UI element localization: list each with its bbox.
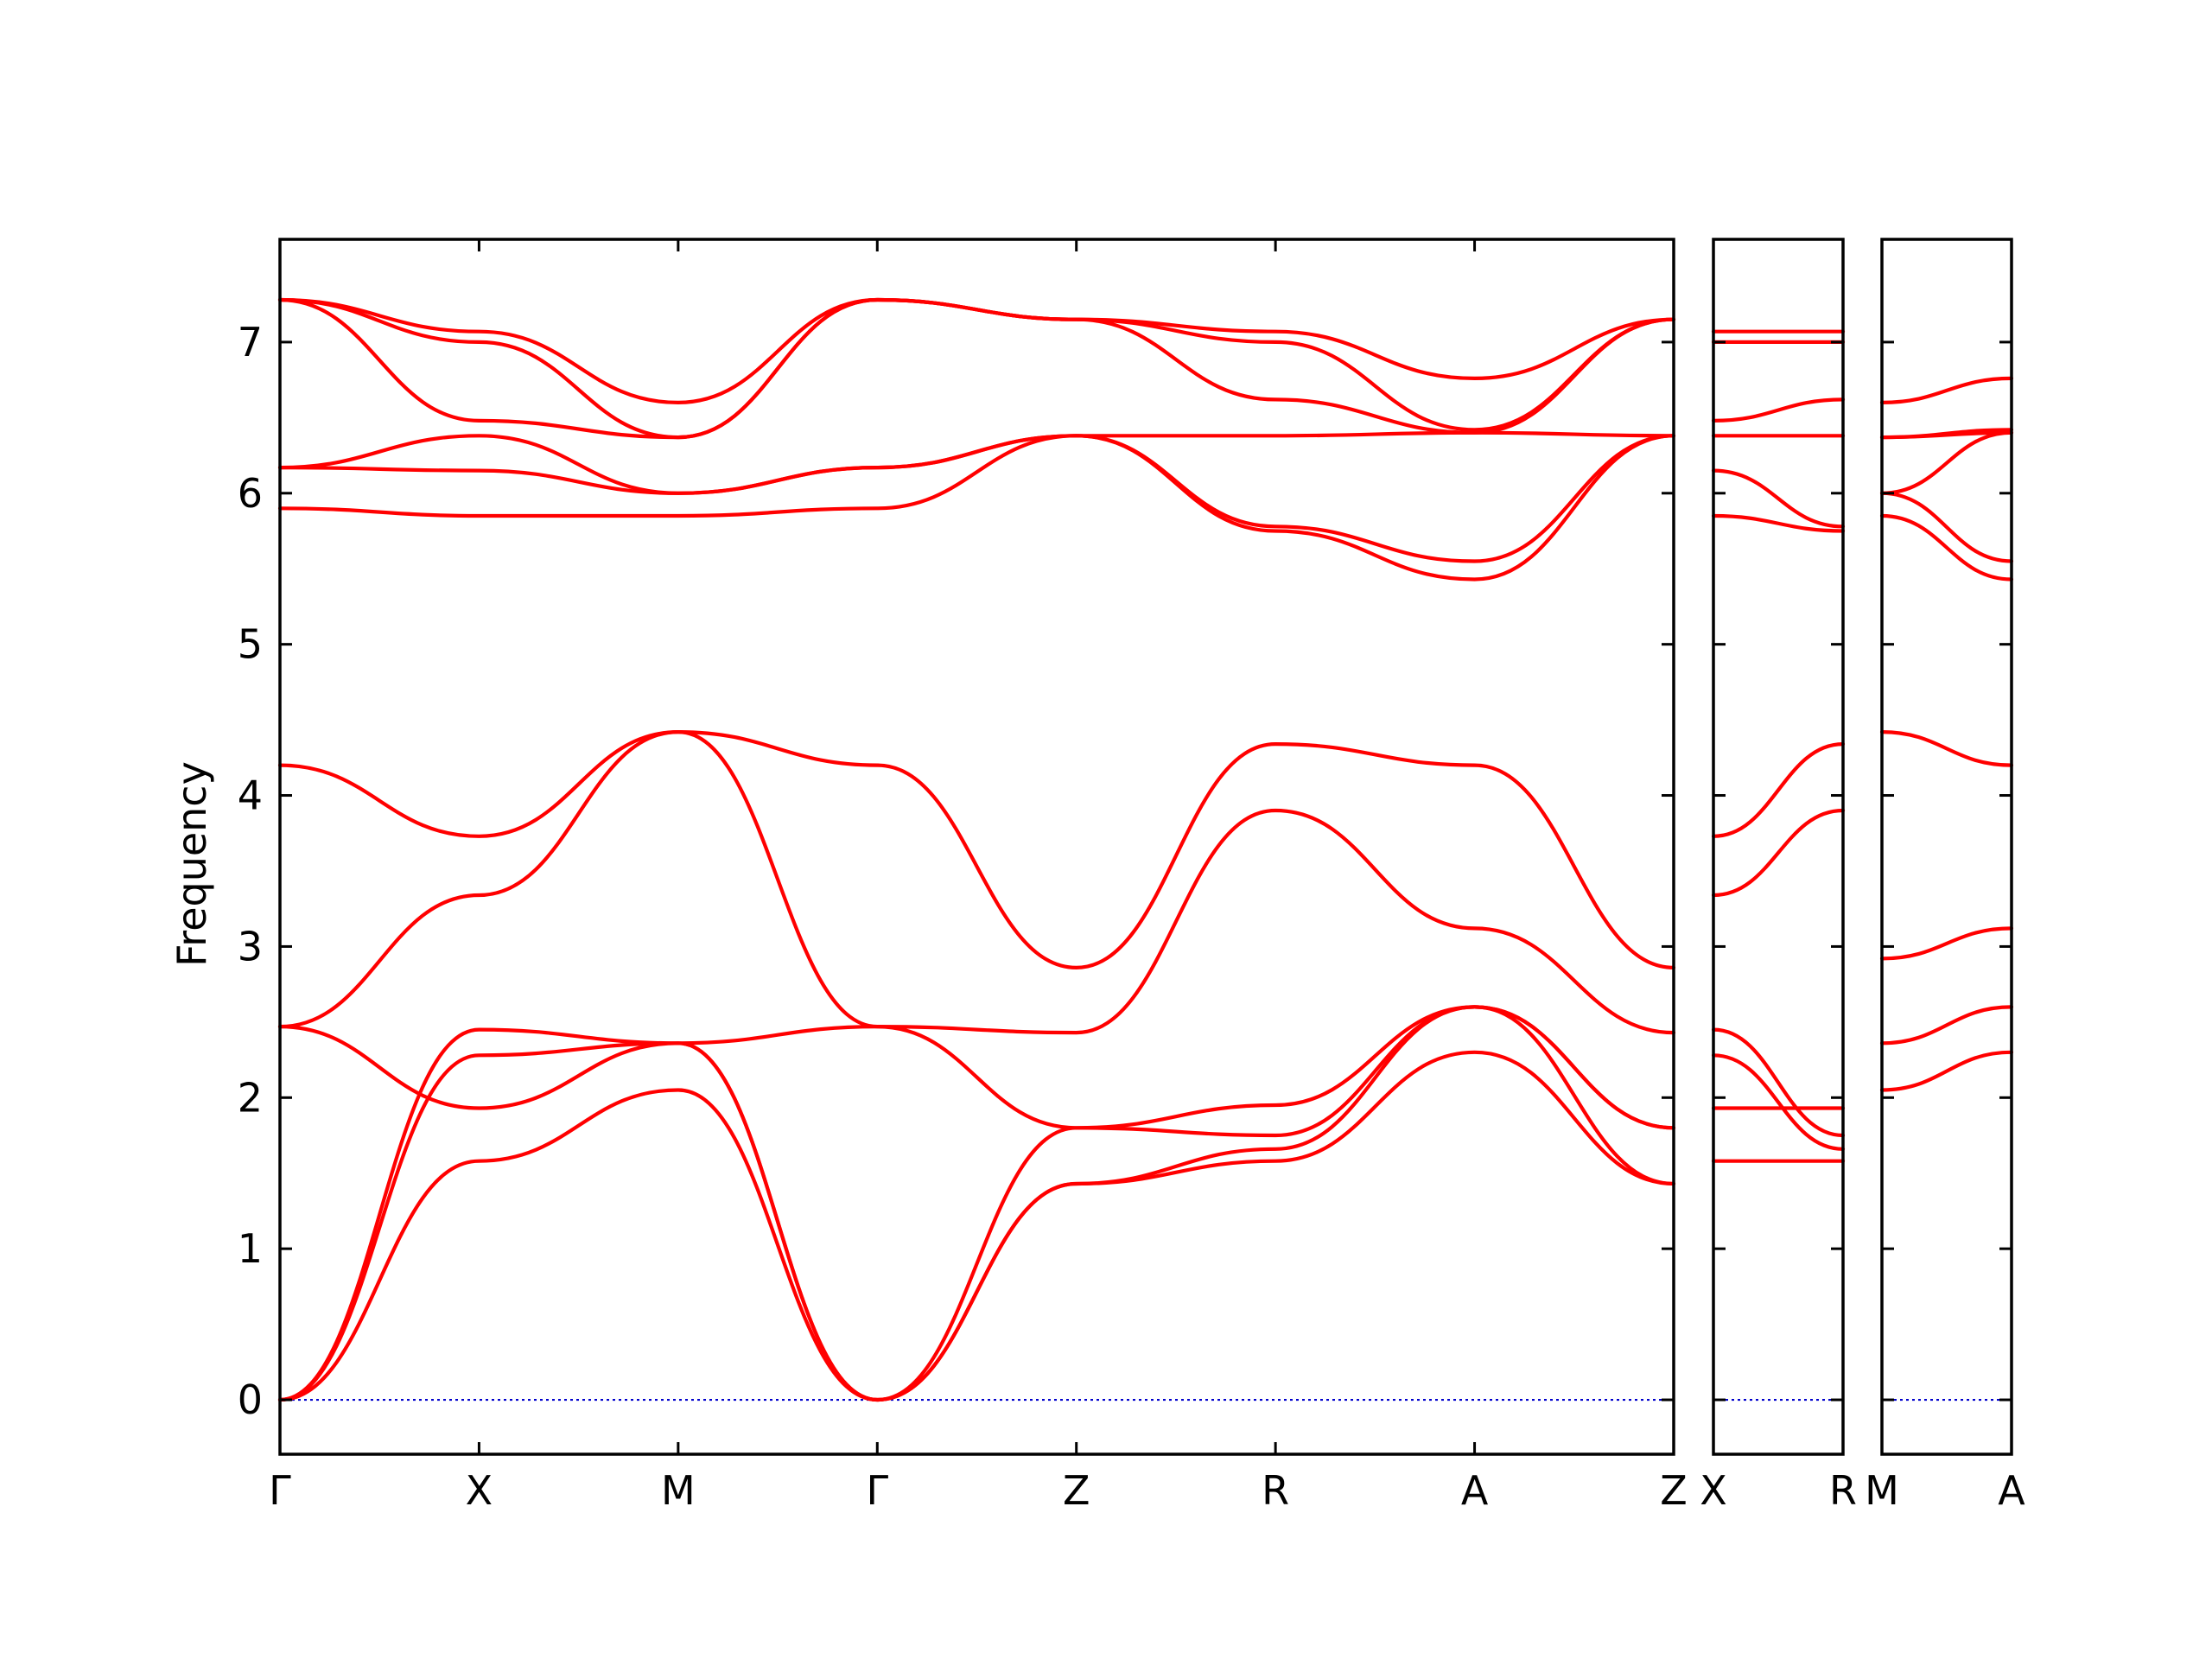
plot-frame [1712,238,1845,1456]
x-tick-label: M [1865,1467,1899,1514]
band-line-7 [277,434,1676,582]
y-tick-label: 2 [238,1074,263,1121]
band-line-4 [1711,1027,1846,1138]
x-tick-label: Γ [866,1467,888,1514]
band-line-8 [277,434,1676,563]
band-line-5 [1879,513,2014,582]
band-line-10 [277,297,1676,440]
band-line-1 [1879,1050,2014,1092]
y-tick-label: 0 [238,1376,263,1423]
plot-frame [1880,238,2013,1456]
x-tick-label: R [1829,1467,1857,1514]
band-line-6 [1879,491,2014,563]
x-tick-label: R [1262,1467,1289,1514]
y-tick-label: 3 [238,923,263,969]
panel-1: Γ X M Γ Z R A Z 0 1 2 3 4 5 6 7 [238,238,1688,1514]
band-line-5 [277,730,1676,1035]
x-tick-label: A [1461,1467,1489,1514]
band-line-7 [1711,513,1846,533]
band-line-3 [277,1005,1676,1402]
band-line-6 [277,730,1676,969]
x-tick-label: X [1700,1467,1727,1514]
band-line-12 [277,297,1676,404]
band-line-1 [277,1050,1676,1402]
band-line-10 [1711,397,1846,423]
x-tick-label: Z [1063,1467,1090,1514]
y-tick-label: 1 [238,1225,263,1272]
band-line-6 [1711,742,1846,838]
y-tick-label: 5 [238,621,263,668]
band-line-2 [1879,1005,2014,1046]
band-line-11 [277,297,1676,440]
x-tick-label: M [661,1467,696,1514]
band-line-4 [277,1005,1676,1138]
y-tick-label: 7 [238,319,263,365]
band-line-2 [277,1005,1676,1402]
x-tick-label: A [1998,1467,2025,1514]
x-tick-label: X [466,1467,493,1514]
y-tick-label: 4 [238,772,263,819]
y-axis-label: Frequency [168,761,215,967]
band-line-10 [1879,376,2014,404]
x-tick-label: Z [1660,1467,1688,1514]
band-line-3 [1879,926,2014,961]
band-line-5 [1711,808,1846,898]
band-line-4 [1879,730,2014,767]
x-tick-label: Γ [269,1467,291,1514]
band-line-7 [1879,430,2014,495]
band-line-9 [277,430,1676,495]
band-line-8 [1711,468,1846,529]
y-tick-label: 6 [238,470,263,517]
band-line-9 [1879,428,2014,440]
plot-frame [278,238,1675,1456]
band-line-3 [1711,1053,1846,1151]
